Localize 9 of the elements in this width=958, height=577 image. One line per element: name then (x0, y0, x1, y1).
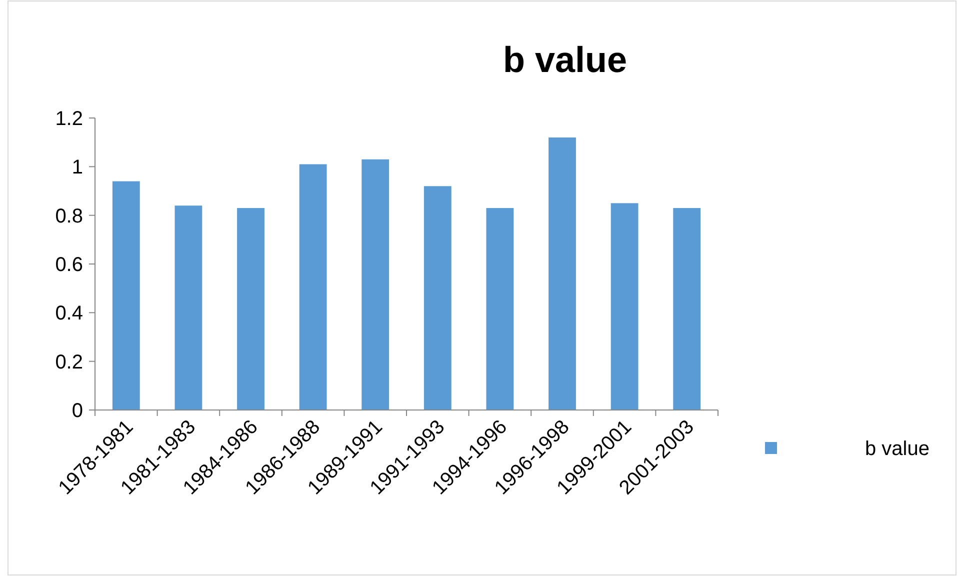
text: b value (865, 438, 930, 460)
y-tick-label: 0.6 (55, 254, 83, 276)
y-tick-label: 0.8 (55, 205, 83, 228)
y-tick-label: 0.2 (55, 351, 83, 374)
y-tick-label: 0.4 (55, 302, 83, 325)
y-tick-label: 0 (72, 400, 83, 422)
y-tick-label: 1 (72, 156, 83, 179)
y-tick-label: 1.2 (55, 108, 83, 130)
chart-title: b value (502, 39, 628, 80)
